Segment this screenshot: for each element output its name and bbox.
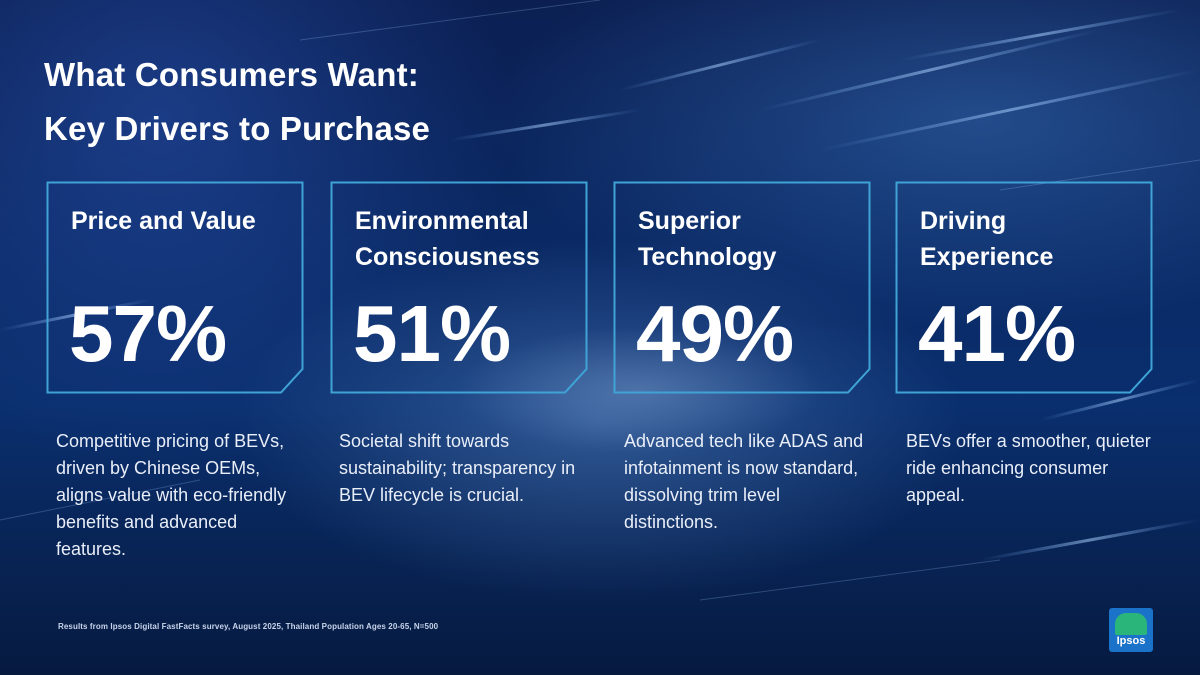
- driver-title: Price and Value: [71, 207, 256, 235]
- card-frame: [330, 181, 588, 394]
- driver-card-technology: Superior Technology 49%: [613, 181, 871, 394]
- ipsos-logo: Ipsos: [1109, 608, 1153, 652]
- logo-shape-icon: [1115, 613, 1147, 635]
- driver-percentage: 57%: [69, 289, 227, 378]
- card-frame: [895, 181, 1153, 394]
- driver-percentage: 41%: [918, 289, 1076, 378]
- title-line-1: What Consumers Want:: [44, 56, 419, 93]
- driver-card-environmental: Environmental Consciousness 51%: [330, 181, 588, 394]
- driver-title: Superior Technology: [638, 207, 777, 271]
- driver-title: Environmental Consciousness: [355, 207, 540, 271]
- driver-card-price-value: Price and Value 57%: [46, 181, 304, 394]
- driver-description: Advanced tech like ADAS and infotainment…: [624, 431, 864, 532]
- driver-percentage: 49%: [636, 289, 794, 378]
- driver-description: Competitive pricing of BEVs, driven by C…: [56, 431, 287, 559]
- card-frame: [613, 181, 871, 394]
- car-glow: [380, 300, 900, 480]
- driver-title: Driving Experience: [920, 207, 1054, 271]
- driver-card-driving-experience: Driving Experience 41%: [895, 181, 1153, 394]
- logo-text: Ipsos: [1116, 635, 1146, 647]
- card-frame: [46, 181, 304, 394]
- driver-percentage: 51%: [353, 289, 511, 378]
- page-title: What Consumers Want: Key Drivers to Purc…: [44, 48, 430, 156]
- driver-description: Societal shift towards sustainability; t…: [339, 431, 576, 505]
- driver-description: BEVs offer a smoother, quieter ride enha…: [906, 431, 1151, 505]
- title-line-2: Key Drivers to Purchase: [44, 110, 431, 147]
- source-footnote: Results from Ipsos Digital FastFacts sur…: [58, 622, 439, 631]
